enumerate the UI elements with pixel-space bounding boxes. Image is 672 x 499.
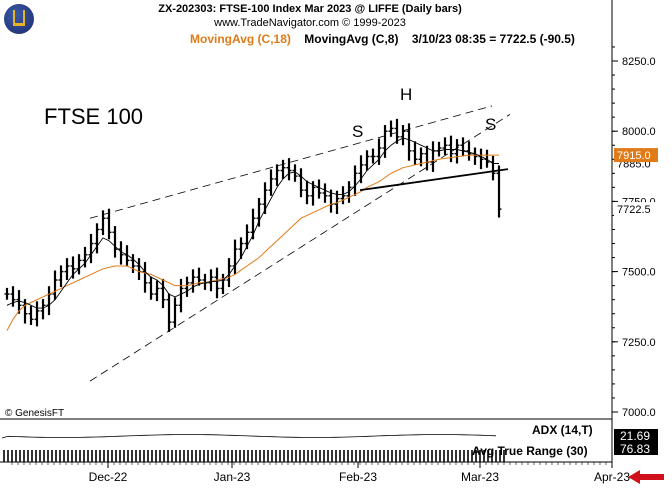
legend-ma18: MovingAvg (C,18): [190, 32, 291, 46]
ma18-value-tag-bg: [614, 148, 658, 163]
adx-value-tag-bg: [614, 429, 658, 442]
x-tick-label: Feb-23: [339, 470, 377, 484]
x-tick-label: Jan-23: [214, 470, 251, 484]
y-tick-label: 7000.0: [622, 407, 656, 419]
adx-line: [1, 434, 497, 439]
y-tick-label: 7250.0: [622, 337, 656, 349]
lower-channel-line: [89, 114, 511, 382]
adx-value-tag: 21.69: [620, 429, 650, 443]
annotation-head: H: [400, 85, 413, 104]
moving-averages: [6, 137, 499, 331]
price-bars: [4, 118, 502, 332]
last-price-tag-bg: [614, 202, 658, 217]
scroll-right-bar[interactable]: [638, 474, 664, 480]
x-tick-label: Dec-22: [89, 470, 128, 484]
copyright-text: © GenesisFT: [5, 408, 65, 419]
scroll-right-arrow-icon[interactable]: [628, 470, 640, 484]
ma18-value-tag: 7915.0: [617, 150, 651, 162]
annotation-right-shoulder: S: [485, 115, 497, 134]
atr-label: Avg True Range (30): [472, 444, 588, 458]
legend-quote: 3/10/23 08:35 = 7722.5 (-90.5): [411, 32, 575, 46]
ma18-line: [6, 154, 499, 331]
chart-title: FTSE 100: [44, 104, 144, 129]
trade-navigator-logo: [4, 4, 34, 34]
x-tick-label: Mar-23: [461, 470, 499, 484]
upper-channel-line: [89, 105, 493, 219]
neckline: [359, 168, 509, 192]
y-tick-label: 8000.0: [622, 126, 656, 138]
legend-ma8: MovingAvg (C,8): [304, 32, 399, 46]
chart-header-title: ZX-202303: FTSE-100 Index Mar 2023 @ LIF…: [158, 3, 462, 15]
atr-value-tag: 76.83: [620, 442, 650, 456]
legend: MovingAvg (C,18) MovingAvg (C,8) 3/10/23…: [190, 32, 575, 46]
axes: 8250.08000.07750.07500.07250.07000.0Dec-…: [0, 0, 658, 484]
chart-header-site: www.TradeNavigator.com © 1999-2023: [214, 17, 406, 29]
y-tick-label: 8250.0: [622, 56, 656, 68]
annotation-left-shoulder: S: [352, 122, 364, 141]
last-price-tag: 7722.5: [617, 204, 651, 216]
x-tick-label: Apr-23: [594, 470, 630, 484]
trendlines: [89, 105, 511, 382]
adx-label: ADX (14,T): [532, 423, 593, 437]
ma8-line: [6, 137, 499, 309]
atr-value-tag-bg: [614, 442, 658, 455]
y-tick-label: 7500.0: [622, 267, 656, 279]
